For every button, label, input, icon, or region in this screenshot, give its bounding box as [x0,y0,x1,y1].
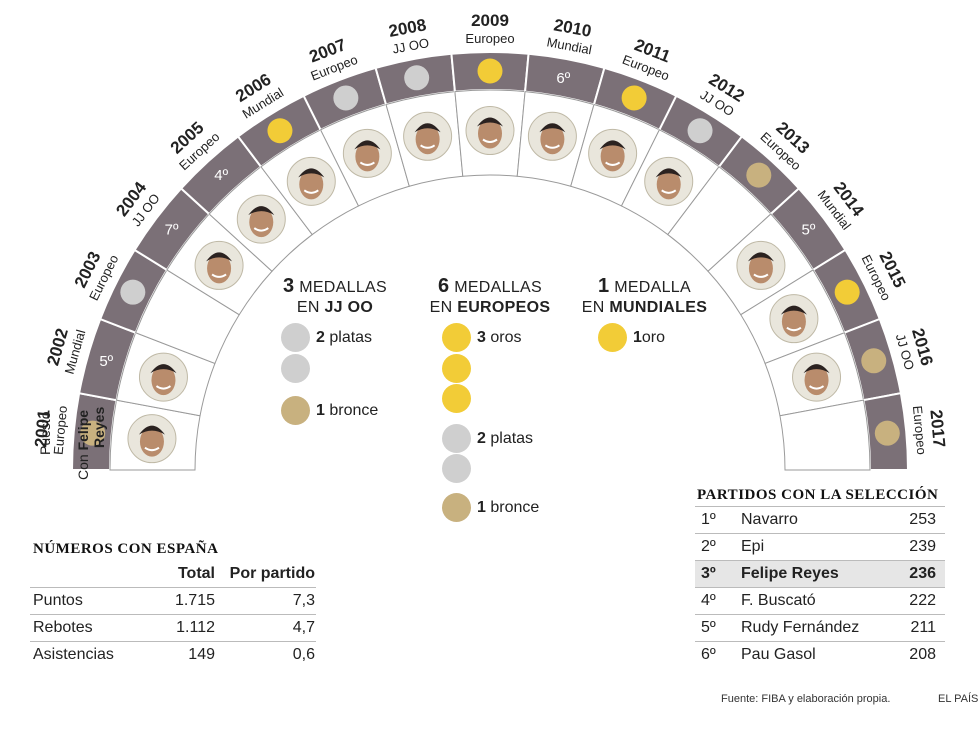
player-portrait-icon [236,194,286,244]
ranking-row: 1º Navarro 253 [695,506,945,533]
legend-player-label-2: Reyes [91,407,107,448]
gold-medal-icon [598,323,627,352]
gold-medal-icon [442,323,471,352]
medals-jjoo-title: 3 MEDALLAS EN JJ OO [283,275,387,316]
year-label: 2001 [31,409,53,448]
ranking-row: 5º Rudy Fernández 211 [695,614,945,641]
player-portrait-icon [403,111,453,161]
europeos-silver-row-2 [442,454,471,483]
player-portrait-icon [286,156,336,206]
player-portrait-icon [465,106,515,155]
bronze-medal-icon [80,420,106,446]
stats-row: Puntos 1.715 7,3 [30,587,316,614]
medals-europeos-block: 6 MEDALLAS EN EUROPEOS [420,276,560,318]
player-portrait-icon [736,240,786,290]
stats-header: Total Por partido [177,565,315,582]
player-band [779,399,871,471]
position-label: 5º [99,353,113,370]
medals-europeos-title: 6 MEDALLAS EN EUROPEOS [429,275,551,316]
ranking-row: 4º F. Buscató 222 [695,587,945,614]
ranking-title: PARTIDOS CON LA SELECCIÓN [697,487,939,503]
silver-medal-icon [442,454,471,483]
gold-medal-icon [267,118,293,144]
ranking-row: 2º Epi 239 [695,533,945,560]
competition-label: Europeo [465,31,514,46]
legend-position-label: Puesto [37,411,53,455]
medals-mundiales-title: 1 MEDALLA EN MUNDIALES [581,275,708,316]
silver-medal-icon [333,85,359,111]
bronze-medal-icon [874,420,900,446]
mundiales-gold-row: 1oro [598,323,665,352]
position-label: 5º [801,222,815,239]
brand-label: EL PAÍS [938,693,979,705]
player-portrait-icon [194,240,244,290]
gold-medal-icon [834,279,860,305]
bronze-medal-icon [861,348,887,374]
player-portrait-icon [769,294,819,344]
player-portrait-icon [138,352,188,402]
year-label: 2017 [926,409,948,448]
gold-medal-icon [442,354,471,383]
ranking-row: 6º Pau Gasol 208 [695,641,945,668]
player-portrait-icon [644,156,694,206]
europeos-gold-row-3 [442,384,471,413]
gold-medal-icon [621,85,647,111]
bronze-medal-icon [442,493,471,522]
europeos-gold-row-2 [442,354,471,383]
source-note: Fuente: FIBA y elaboración propia. [721,693,891,705]
silver-medal-icon [281,354,310,383]
jjoo-silver-row: 2 platas [281,323,372,352]
europeos-bronze-row: 1 bronce [442,493,539,522]
silver-medal-icon [120,279,146,305]
position-label: 7º [165,222,179,239]
competition-label: JJ OO [391,35,430,57]
legend-player-label: Con Felipe [75,410,91,480]
year-label: 2009 [471,11,509,30]
medals-jjoo-block: 3 MEDALLAS EN JJ OO [270,276,400,318]
jjoo-bronze-row: 1 bronce [281,396,378,425]
competition-label: Europeo [51,405,70,455]
stats-row: Rebotes 1.112 4,7 [30,614,316,641]
position-label: 6º [556,70,570,87]
stats-title: NÚMEROS CON ESPAÑA [33,541,219,557]
medals-mundiales-block: 1 MEDALLA EN MUNDIALES [572,276,717,318]
arc-legend: Puesto Con Felipe Reyes [37,407,107,480]
player-portrait-icon [342,128,392,178]
player-portrait-icon [792,352,842,402]
gold-medal-icon [477,58,503,84]
gold-medal-icon [442,384,471,413]
bronze-medal-icon [746,162,772,188]
ranking-row-highlighted: 3º Felipe Reyes 236 [695,560,945,587]
silver-medal-icon [687,118,713,144]
silver-medal-icon [281,323,310,352]
stats-table: Total Por partido Puntos 1.715 7,3 Rebot… [30,565,316,668]
jjoo-silver-row-2 [281,354,310,383]
silver-medal-icon [404,65,430,91]
silver-medal-icon [442,424,471,453]
bronze-medal-icon [281,396,310,425]
europeos-gold-row: 3 oros [442,323,521,352]
player-portrait-icon [527,111,577,161]
player-portrait-icon [588,128,638,178]
europeos-silver-row: 2 platas [442,424,533,453]
ranking-table: 1º Navarro 253 2º Epi 239 3º Felipe Reye… [695,506,945,668]
competition-label: Europeo [910,405,929,455]
position-label: 4º [214,167,228,184]
player-portrait-icon [127,414,177,464]
stats-row: Asistencias 149 0,6 [30,641,316,668]
